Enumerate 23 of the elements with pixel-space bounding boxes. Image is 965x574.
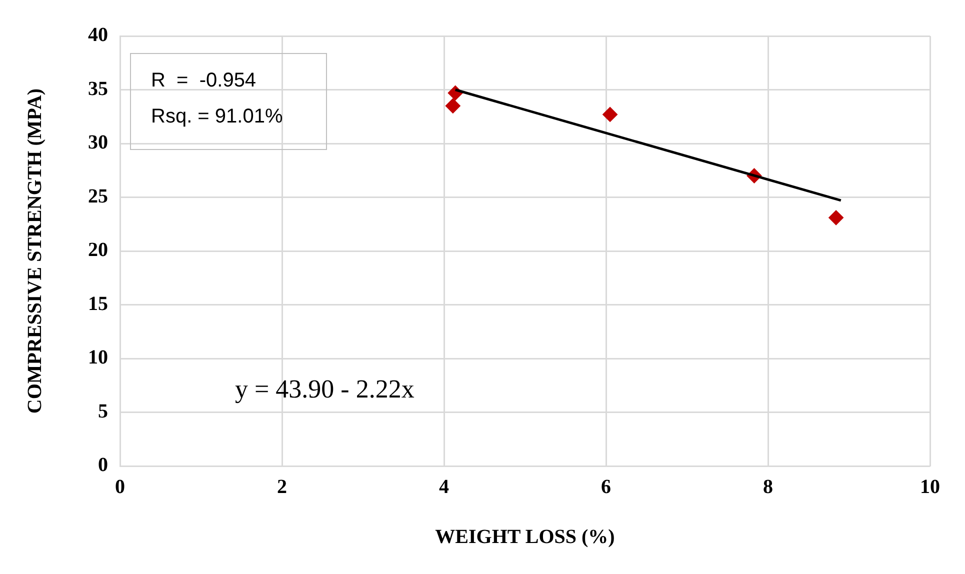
- y-tick-label: 35: [88, 78, 108, 100]
- y-tick-label: 5: [98, 400, 108, 422]
- x-tick-label: 2: [277, 476, 287, 498]
- annotation: R = -0.954: [151, 70, 256, 92]
- x-tick-label: 10: [920, 476, 940, 498]
- annotation: Rsq. = 91.01%: [151, 106, 283, 128]
- x-axis-title: WEIGHT LOSS (%): [435, 526, 615, 548]
- point: [828, 210, 844, 226]
- point: [602, 106, 618, 122]
- y-tick-label: 20: [88, 239, 108, 262]
- y-tick-label: 0: [98, 454, 108, 476]
- x-tick-label: 8: [763, 476, 773, 498]
- y-tick-label: 25: [88, 185, 108, 208]
- y-tick-label: 40: [88, 24, 108, 46]
- annotation: y = 43.90 - 2.22x: [235, 374, 414, 404]
- x-tick-label: 0: [115, 476, 125, 498]
- y-axis-title: COMPRESSIVE STRENGTH (MPA): [24, 88, 46, 414]
- point: [445, 98, 460, 114]
- y-tick-label: 15: [88, 292, 108, 315]
- y-tick-label: 10: [88, 346, 108, 369]
- x-tick-label: 4: [439, 476, 449, 498]
- x-tick-label: 6: [601, 476, 611, 498]
- y-tick-label: 30: [88, 132, 108, 154]
